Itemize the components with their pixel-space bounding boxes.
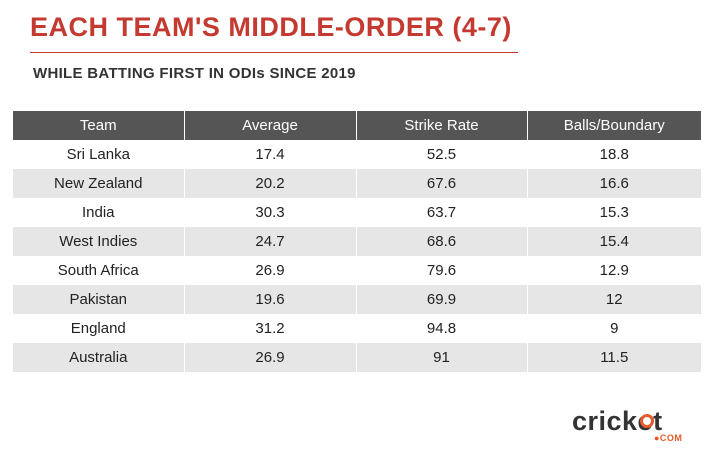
table-row: Sri Lanka 17.4 52.5 18.8 [13,140,701,169]
cell-team: New Zealand [13,169,184,198]
cell-team: Australia [13,343,184,372]
table-body: Sri Lanka 17.4 52.5 18.8 New Zealand 20.2 67.6… [13,140,701,372]
cell-strike-rate: 63.7 [355,198,527,227]
cell-balls-per-boundary: 11.5 [526,343,701,372]
logo-suffix: ●COM [654,433,683,443]
cell-strike-rate: 91 [355,343,527,372]
cell-team: West Indies [13,227,184,256]
table-row: New Zealand 20.2 67.6 16.6 [13,169,701,198]
cell-strike-rate: 79.6 [355,256,527,285]
page-title: EACH TEAM'S MIDDLE-ORDER (4-7) [30,12,512,42]
cell-balls-per-boundary: 12 [526,285,701,314]
cricket-com-logo: cricket ●COM [572,406,690,444]
cell-average: 31.2 [183,314,356,343]
cell-balls-per-boundary: 18.8 [526,140,701,169]
table-row: West Indies 24.7 68.6 15.4 [13,227,701,256]
column-header-team: Team [13,111,184,140]
cell-strike-rate: 68.6 [355,227,527,256]
cell-average: 26.9 [183,256,356,285]
table-row: Australia 26.9 91 11.5 [13,343,701,372]
cell-average: 17.4 [183,140,356,169]
table-row: South Africa 26.9 79.6 12.9 [13,256,701,285]
cell-average: 24.7 [183,227,356,256]
cell-team: Pakistan [13,285,184,314]
cell-team: Sri Lanka [13,140,184,169]
cell-team: India [13,198,184,227]
cell-team: England [13,314,184,343]
column-header-balls-per-boundary: Balls/Boundary [526,111,701,140]
table-header-row: Team Average Strike Rate Balls/Boundary [13,111,701,140]
cell-strike-rate: 52.5 [355,140,527,169]
cell-average: 30.3 [183,198,356,227]
cricket-ball-icon [640,414,654,428]
cell-strike-rate: 69.9 [355,285,527,314]
column-header-average: Average [183,111,356,140]
column-header-strike-rate: Strike Rate [355,111,527,140]
cell-balls-per-boundary: 15.3 [526,198,701,227]
cell-strike-rate: 67.6 [355,169,527,198]
table-row: England 31.2 94.8 9 [13,314,701,343]
cell-balls-per-boundary: 16.6 [526,169,701,198]
stats-table: Team Average Strike Rate Balls/Boundary … [13,111,701,372]
title-underline [30,52,518,53]
cell-balls-per-boundary: 12.9 [526,256,701,285]
table-row: Pakistan 19.6 69.9 12 [13,285,701,314]
table-row: India 30.3 63.7 15.3 [13,198,701,227]
cell-balls-per-boundary: 15.4 [526,227,701,256]
cell-average: 19.6 [183,285,356,314]
cell-average: 20.2 [183,169,356,198]
page-subtitle: WHILE BATTING FIRST IN ODIs SINCE 2019 [33,65,356,82]
cell-average: 26.9 [183,343,356,372]
cell-team: South Africa [13,256,184,285]
cell-strike-rate: 94.8 [355,314,527,343]
cell-balls-per-boundary: 9 [526,314,701,343]
